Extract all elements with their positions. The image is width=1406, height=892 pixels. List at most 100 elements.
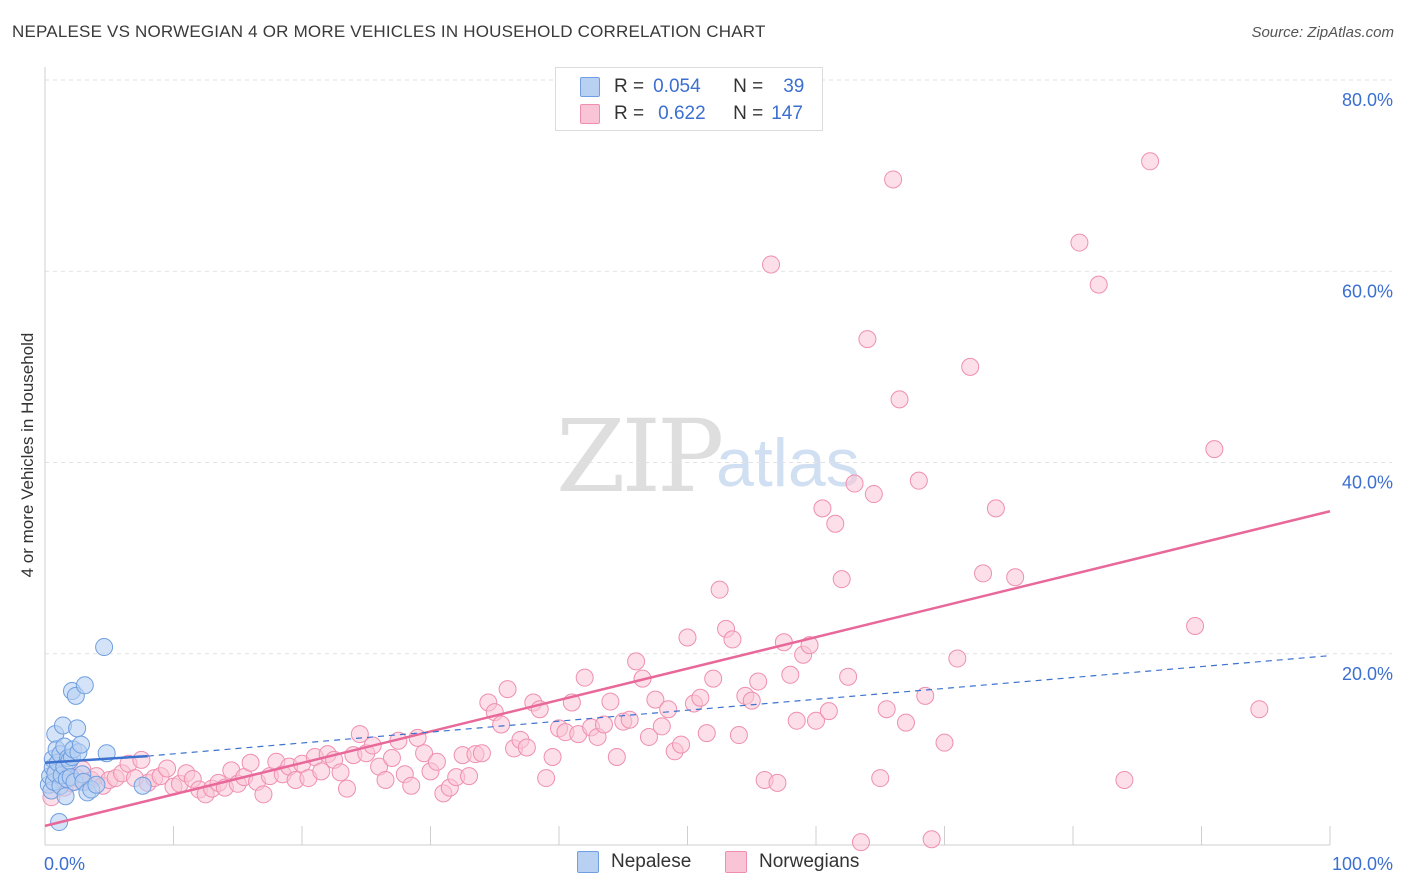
norwegians-point: [1070, 233, 1089, 252]
norwegians-point: [620, 710, 639, 729]
norwegians-point: [851, 833, 870, 852]
norwegians-point: [376, 770, 395, 789]
legend-norwegians-label: Norwegians: [759, 851, 860, 872]
norwegians-point: [350, 725, 369, 744]
norwegians-point: [845, 474, 864, 493]
nepalese-r-value: 0.054: [653, 76, 701, 97]
norwegians-point: [402, 776, 421, 795]
watermark-atlas: atlas: [716, 425, 860, 501]
legend-item-norwegians: Norwegians: [725, 851, 859, 873]
norwegians-point: [1205, 440, 1224, 459]
nepalese-r-label: R =: [614, 76, 645, 97]
norwegians-point: [826, 514, 845, 533]
legend-nepalese-swatch: [577, 851, 599, 873]
norwegians-point: [729, 726, 748, 745]
norwegians-point: [517, 738, 536, 757]
norwegians-point: [594, 715, 613, 734]
norwegians-point: [742, 691, 761, 710]
norwegians-point: [337, 779, 356, 798]
norwegians-point: [896, 713, 915, 732]
norwegians-r-label: R =: [614, 103, 645, 124]
norwegians-point: [832, 570, 851, 589]
norwegians-point: [1186, 617, 1205, 636]
nepalese-point: [71, 735, 90, 754]
norwegians-swatch: [580, 104, 600, 124]
norwegians-point: [1089, 275, 1108, 294]
norwegians-point: [890, 390, 909, 409]
norwegians-point: [1250, 700, 1269, 719]
norwegians-point: [749, 672, 768, 691]
norwegians-point: [813, 499, 832, 518]
norwegians-point: [1115, 770, 1134, 789]
norwegians-point: [492, 715, 511, 734]
norwegians-point: [871, 769, 890, 788]
norwegians-n-label: N =: [733, 103, 764, 124]
norwegians-point: [948, 649, 967, 668]
norwegians-point: [460, 767, 479, 786]
norwegians-point: [704, 669, 723, 688]
chart-title: NEPALESE VS NORWEGIAN 4 OR MORE VEHICLES…: [12, 22, 766, 41]
nepalese-swatch: [580, 77, 600, 97]
series-legend: Nepalese Norwegians: [0, 851, 1406, 877]
norwegians-point: [884, 170, 903, 189]
nepalese-point: [68, 719, 87, 738]
nepalese-n-label: N =: [733, 76, 764, 97]
norwegians-point: [723, 630, 742, 649]
norwegians-point: [132, 750, 151, 769]
nepalese-trend-line: [44, 754, 148, 765]
norwegians-point: [922, 830, 941, 849]
norwegians-point: [382, 748, 401, 767]
norwegians-trend-line: [44, 510, 1331, 828]
norwegians-point: [1141, 152, 1160, 171]
norwegians-point: [762, 255, 781, 274]
norwegians-point: [652, 717, 671, 736]
norwegians-point: [607, 748, 626, 767]
norwegians-n-value: 147: [771, 103, 803, 124]
norwegians-point: [877, 700, 896, 719]
norwegians-point: [498, 680, 517, 699]
norwegians-point: [472, 744, 491, 763]
legend-row-nepalese: R = 0.054 N = 39: [580, 74, 804, 100]
y-tick-label: 20.0%: [1342, 664, 1393, 684]
nepalese-point: [133, 776, 152, 795]
norwegians-point: [768, 773, 787, 792]
norwegians-point: [312, 762, 331, 781]
norwegians-point: [415, 744, 434, 763]
norwegians-point: [935, 733, 954, 752]
norwegians-point: [864, 485, 883, 504]
norwegians-point: [659, 700, 678, 719]
norwegians-point: [1006, 568, 1025, 587]
norwegians-point: [787, 711, 806, 730]
nepalese-n-value: 39: [783, 76, 805, 97]
norwegians-point: [678, 628, 697, 647]
nepalese-point: [75, 676, 94, 695]
y-tick-label: 40.0%: [1342, 473, 1393, 493]
legend-row-norwegians: R = 0.622 N = 147: [580, 101, 803, 127]
norwegians-point: [781, 665, 800, 684]
norwegians-point: [639, 727, 658, 746]
x-tick-label: 0.0%: [44, 854, 85, 874]
norwegians-point: [672, 735, 691, 754]
norwegians-point: [627, 652, 646, 671]
norwegians-point: [543, 748, 562, 767]
norwegians-point: [254, 785, 273, 804]
norwegians-point: [697, 724, 716, 743]
norwegians-point: [986, 499, 1005, 518]
norwegians-point: [241, 753, 260, 772]
norwegians-point: [839, 667, 858, 686]
source-label: Source: ZipAtlas.com: [1251, 24, 1394, 41]
norwegians-point: [331, 763, 350, 782]
norwegians-point: [974, 564, 993, 583]
norwegians-point: [909, 471, 928, 490]
norwegians-point: [691, 688, 710, 707]
norwegians-point: [537, 769, 556, 788]
watermark-zip: ZIP: [556, 398, 724, 515]
norwegians-r-value: 0.622: [658, 103, 706, 124]
norwegians-point: [710, 580, 729, 599]
norwegians-point: [807, 711, 825, 730]
norwegians-point: [158, 759, 177, 778]
nepalese-point: [95, 638, 114, 657]
y-tick-label: 60.0%: [1342, 281, 1393, 301]
norwegians-point: [601, 692, 620, 711]
